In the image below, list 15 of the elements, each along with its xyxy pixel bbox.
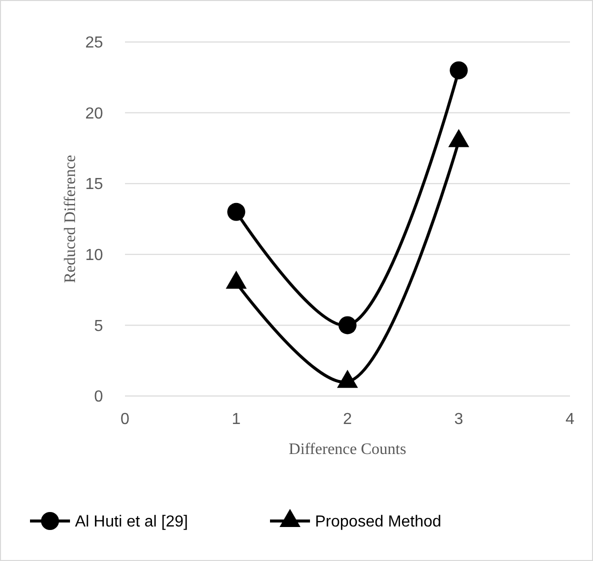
y-tick-label: 25 [85,34,104,52]
x-tick-label: 3 [454,411,464,428]
y-tick-label: 5 [94,318,104,335]
x-tick-label: 0 [120,411,130,428]
y-tick-label: 0 [94,388,104,406]
x-tick-label: 4 [566,411,575,428]
y-tick-label: 20 [85,105,104,122]
y-axis-title: Reduced Difference [62,154,79,284]
x-axis-title: Difference Counts [288,441,406,458]
legend-label: Al Huti et al [29] [75,514,188,531]
y-tick-label: 10 [85,247,104,264]
x-tick-label: 1 [232,411,241,428]
x-tick-label: 2 [343,411,352,428]
y-tick-label: 15 [85,176,104,194]
legend-label: Proposed Method [315,514,442,531]
